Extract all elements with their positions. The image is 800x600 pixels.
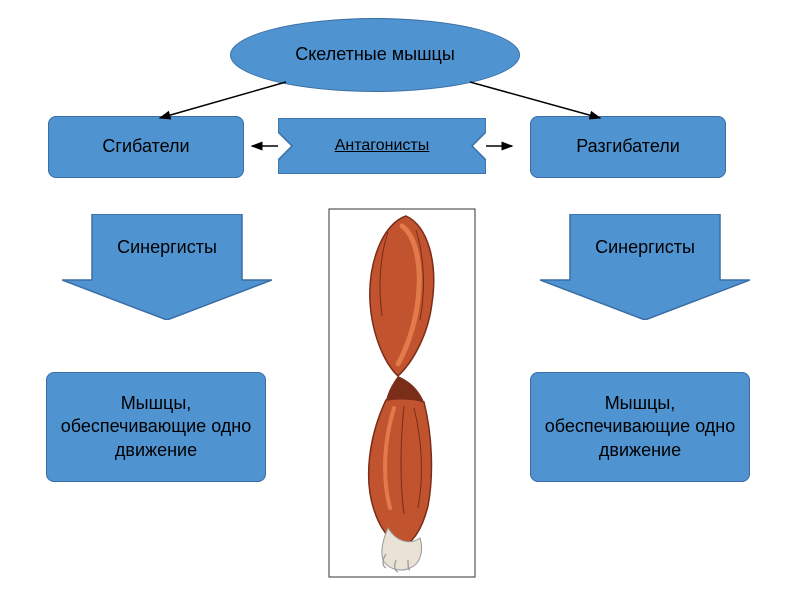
antagonists-box: Антагонисты (278, 118, 486, 174)
synergists-label-left: Синергисты (62, 236, 272, 259)
synergists-label-right: Синергисты (540, 236, 750, 259)
antagonists-label: Антагонисты (335, 136, 430, 157)
muscle-svg (328, 208, 476, 578)
synergists-arrow-left: Синергисты (62, 214, 272, 320)
bottom-left-box: Мышцы, обеспечивающие одно движение (46, 372, 266, 482)
flexors-box: Сгибатели (48, 116, 244, 178)
title-ellipse: Скелетные мышцы (230, 18, 520, 92)
extensors-label: Разгибатели (576, 135, 680, 158)
bottom-right-box: Мышцы, обеспечивающие одно движение (530, 372, 750, 482)
synergists-arrow-right: Синергисты (540, 214, 750, 320)
bottom-left-label: Мышцы, обеспечивающие одно движение (47, 382, 265, 472)
arrow-shape-right (540, 214, 750, 320)
extensors-box: Разгибатели (530, 116, 726, 178)
arrow-shape-left (62, 214, 272, 320)
arm-muscle-illustration (328, 208, 476, 578)
bottom-right-label: Мышцы, обеспечивающие одно движение (531, 382, 749, 472)
title-text: Скелетные мышцы (295, 43, 455, 66)
flexors-label: Сгибатели (102, 135, 189, 158)
